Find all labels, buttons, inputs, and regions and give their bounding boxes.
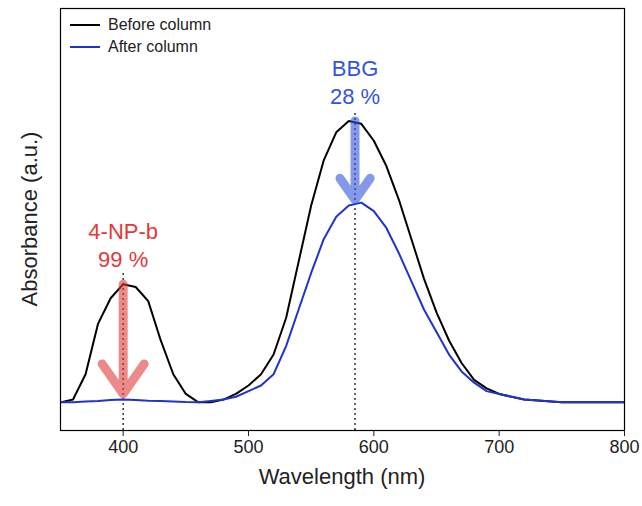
svg-text:700: 700 (484, 437, 514, 457)
svg-text:800: 800 (609, 437, 639, 457)
svg-text:BBG: BBG (332, 56, 378, 81)
html-text:Before column: Before column (108, 16, 212, 33)
svg-text:500: 500 (233, 437, 263, 457)
html-text:After column: After column (108, 38, 198, 55)
svg-text:4-NP-b: 4-NP-b (88, 219, 158, 244)
svg-text:600: 600 (359, 437, 389, 457)
svg-text:400: 400 (108, 437, 138, 457)
svg-text:99 %: 99 % (98, 247, 148, 272)
html-text:Absorbance (a.u.): Absorbance (a.u.) (17, 131, 42, 307)
svg-text:28 %: 28 % (330, 84, 380, 109)
html-text:Wavelength (nm): Wavelength (nm) (258, 464, 426, 489)
